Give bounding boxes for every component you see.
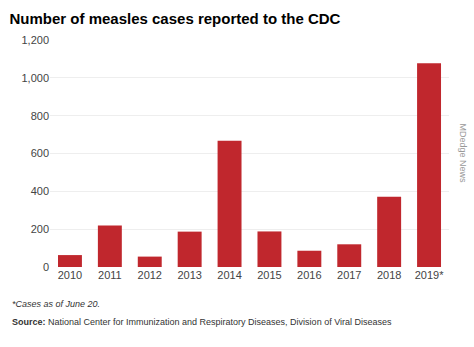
svg-text:2015: 2015 xyxy=(257,269,281,281)
svg-text:0: 0 xyxy=(43,261,49,273)
svg-text:*Cases as of June 20.: *Cases as of June 20. xyxy=(12,299,100,309)
svg-text:2016: 2016 xyxy=(297,269,321,281)
svg-text:1,200: 1,200 xyxy=(21,34,49,46)
svg-text:2018: 2018 xyxy=(377,269,401,281)
svg-text:2019*: 2019* xyxy=(415,269,444,281)
svg-text:2012: 2012 xyxy=(138,269,162,281)
svg-text:2011: 2011 xyxy=(98,269,122,281)
svg-text:2013: 2013 xyxy=(177,269,201,281)
svg-text:2014: 2014 xyxy=(217,269,241,281)
svg-text:MDedge News: MDedge News xyxy=(458,124,468,184)
svg-text:2017: 2017 xyxy=(337,269,361,281)
svg-text:2010: 2010 xyxy=(58,269,82,281)
svg-text:200: 200 xyxy=(31,223,49,235)
svg-text:600: 600 xyxy=(31,147,49,159)
svg-text:Number of measles cases report: Number of measles cases reported to the … xyxy=(9,10,340,27)
svg-text:1,000: 1,000 xyxy=(21,72,49,84)
svg-text:Source: National Center for Im: Source: National Center for Immunization… xyxy=(12,317,392,327)
svg-text:800: 800 xyxy=(31,110,49,122)
svg-text:400: 400 xyxy=(31,185,49,197)
